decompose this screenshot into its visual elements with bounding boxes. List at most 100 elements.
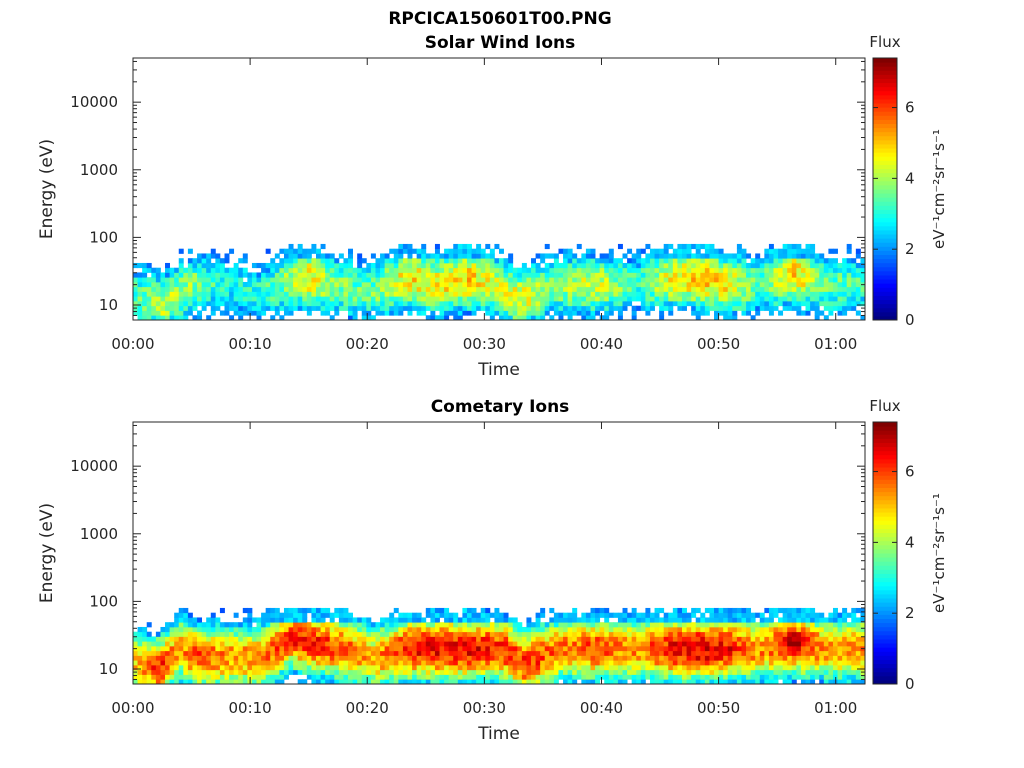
spectrogram-cell [631,612,637,618]
spectrogram-cell [787,291,793,297]
spectrogram-cell [480,258,486,264]
spectrogram-cell [828,612,834,618]
spectrogram-cell [682,655,687,661]
spectrogram-cell [238,310,244,316]
spectrogram-cell [224,631,230,637]
spectrogram-cell [174,315,180,321]
spectrogram-cell [553,664,559,671]
spectrogram-cell [526,277,532,283]
spectrogram-cell [590,612,596,618]
spectrogram-cell [306,674,312,680]
spectrogram-cell [819,277,825,283]
y-tick-label: 10 [99,296,118,314]
spectrogram-cell [499,281,504,288]
spectrogram-cell [471,641,477,647]
spectrogram-cell [407,253,413,259]
spectrogram-cell [343,277,349,283]
spectrogram-cell [764,669,770,675]
spectrogram-cell [819,300,825,307]
spectrogram-cell [558,612,564,618]
spectrogram-cell [201,664,207,671]
spectrogram-cell [242,622,248,628]
spectrogram-cell [842,660,848,666]
spectrogram-cell [503,669,509,675]
spectrogram-cell [343,636,349,642]
spectrogram-cell [329,281,335,288]
spectrogram-cell [746,612,752,618]
spectrogram-cell [645,243,651,250]
spectrogram-cell [329,262,335,269]
spectrogram-cell [192,679,198,685]
spectrogram-cell [535,310,541,316]
spectrogram-cell [361,310,367,316]
spectrogram-cell [663,286,669,292]
spectrogram-cell [604,267,610,273]
spectrogram-cell [485,622,491,628]
spectrogram-cell [814,315,820,321]
spectrogram-cell [649,277,655,283]
spectrogram-cell [558,262,564,269]
spectrogram-cell [540,291,546,297]
spectrogram-cell [444,664,450,671]
spectrogram-cell [663,679,669,685]
spectrogram-cell [828,626,834,633]
spectrogram-cell [549,636,555,642]
spectrogram-cell [201,645,207,652]
spectrogram-cell [151,305,157,311]
spectrogram-cell [288,296,294,302]
spectrogram-cell [270,267,276,273]
spectrogram-cell [334,305,340,311]
spectrogram-cell [165,679,170,685]
spectrogram-cell [316,636,321,642]
spectrogram-cell [846,674,852,680]
spectrogram-cell [384,641,390,647]
spectrogram-cell [434,669,440,675]
spectrogram-cell [169,296,175,302]
spectrogram-cell [178,291,184,297]
spectrogram-cell [485,267,491,273]
spectrogram-cell [677,253,683,259]
spectrogram-cell [860,622,866,628]
colorbar-swatch [873,205,897,210]
spectrogram-cell [485,253,491,259]
spectrogram-cell [151,286,157,292]
spectrogram-cell [334,631,340,637]
spectrogram-cell [302,258,308,264]
spectrogram-cell [165,262,170,269]
spectrogram-cell [219,310,225,316]
spectrogram-cell [380,281,386,288]
spectrogram-cell [590,315,596,321]
spectrogram-cell [352,267,358,273]
spectrogram-cell [389,617,395,623]
spectrogram-cell [361,679,367,685]
spectrogram-cell [553,281,559,288]
spectrogram-cell [412,645,418,652]
spectrogram-cell [174,310,180,316]
spectrogram-cell [599,622,605,628]
spectrogram-cell [229,626,235,633]
spectrogram-cell [773,612,779,618]
spectrogram-cell [320,622,326,628]
spectrogram-cell [672,617,678,623]
spectrogram-cell [251,645,257,652]
spectrogram-cell [727,660,733,666]
spectrogram-cell [425,679,431,685]
spectrogram-cell [398,617,404,623]
spectrogram-cell [764,636,770,642]
spectrogram-cell [549,641,555,647]
spectrogram-cell [567,655,573,661]
spectrogram-cell [860,641,866,647]
spectrogram-cell [604,281,610,288]
spectrogram-cell [636,636,642,642]
spectrogram-cell [723,286,729,292]
spectrogram-cell [261,267,267,273]
spectrogram-cell [416,669,422,675]
x-tick-label: 00:40 [580,699,623,717]
spectrogram-cell [750,655,756,661]
spectrogram-cell [343,617,349,623]
spectrogram-cell [851,291,857,297]
spectrogram-cell [494,669,500,675]
spectrogram-cell [700,660,706,666]
spectrogram-cell [183,291,189,297]
spectrogram-cell [704,253,710,259]
